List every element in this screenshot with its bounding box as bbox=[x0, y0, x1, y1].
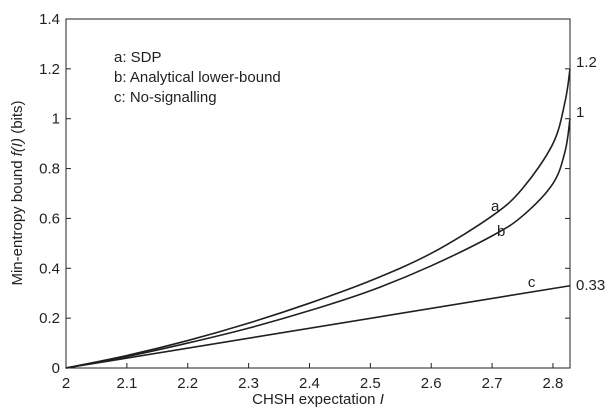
y-axis-title-var: f(I) bbox=[9, 138, 26, 156]
curve-label-a: a bbox=[491, 198, 500, 215]
series-line-c bbox=[65, 284, 571, 369]
y-tick-label: 0.6 bbox=[39, 210, 60, 227]
x-tick-label: 2.3 bbox=[238, 375, 259, 392]
end-label-c: 0.33 bbox=[576, 277, 605, 294]
x-tick-label: 2.4 bbox=[299, 375, 320, 392]
end-label-b: 1 bbox=[576, 104, 584, 121]
y-tick-label: 0.4 bbox=[39, 260, 60, 277]
y-tick-label: 0.8 bbox=[39, 161, 60, 178]
x-tick-label: 2.2 bbox=[177, 375, 198, 392]
x-axis-title-var: I bbox=[380, 391, 384, 408]
plot-frame bbox=[65, 18, 571, 369]
end-label-a: 1.2 bbox=[576, 54, 597, 71]
x-tick-label: 2.8 bbox=[543, 375, 564, 392]
x-tick-label: 2.5 bbox=[360, 375, 381, 392]
x-tick-label: 2 bbox=[62, 375, 70, 392]
curve-labels: ab c bbox=[491, 198, 536, 291]
y-axis-title: Min-entropy bound f(I) (bits) bbox=[9, 100, 26, 285]
series-line-b bbox=[65, 118, 571, 369]
y-tick-label: 0.2 bbox=[39, 310, 60, 327]
x-tick-label: 2.6 bbox=[421, 375, 442, 392]
y-axis-title-post: (bits) bbox=[9, 100, 26, 138]
y-tick-label: 1 bbox=[52, 111, 60, 128]
y-tick-label: 1.4 bbox=[39, 11, 60, 28]
x-axis-title-text: CHSH expectation bbox=[252, 391, 380, 408]
legend-item-b: b: Analytical lower-bound bbox=[114, 69, 281, 86]
series-line-a bbox=[65, 68, 571, 369]
x-axis-title: CHSH expectation I bbox=[252, 391, 384, 408]
legend-item-c: c: No-signalling bbox=[114, 89, 217, 106]
ticks: 2 2.1 2.2 2.3 2.4 2.5 2.6 2.7 2.8 0 0.2 0.4 0.6 0.8 1 1… bbox=[39, 11, 570, 392]
series-group bbox=[65, 68, 571, 369]
curve-label-c: c bbox=[528, 274, 536, 291]
y-tick-label: 0 bbox=[52, 360, 60, 377]
curve-label-b: b bbox=[497, 223, 505, 240]
x-tick-label: 2.1 bbox=[116, 375, 137, 392]
legend-item-a: a: SDP bbox=[114, 49, 162, 66]
y-tick-label: 1.2 bbox=[39, 61, 60, 78]
x-tick-label: 2.7 bbox=[482, 375, 503, 392]
y-axis-title-pre: Min-entropy bound bbox=[9, 156, 26, 285]
